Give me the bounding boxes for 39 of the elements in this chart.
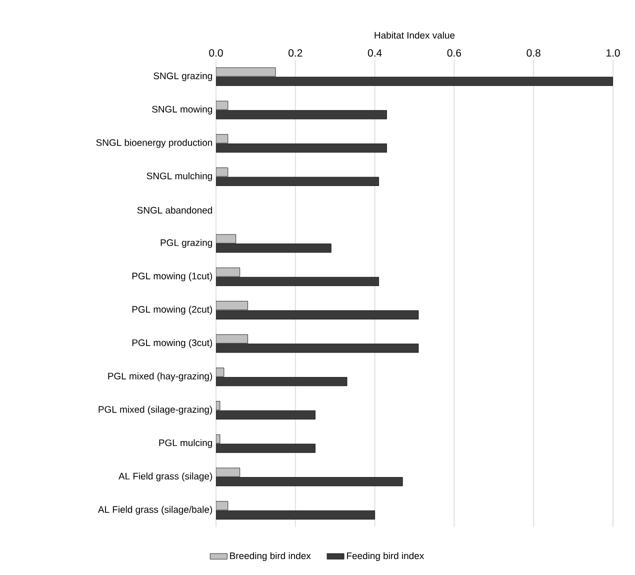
bar [216,334,248,344]
y-tick-label: AL Field grass (silage) [118,472,212,482]
bar [216,276,379,286]
y-tick-label: PGL mowing (2cut) [132,306,212,315]
bar [216,144,387,153]
y-tick-label: PGL mulcing [159,439,212,448]
bar [216,244,332,253]
bar [216,300,248,310]
x-tick-label: 0.6 [447,49,462,57]
x-tick-label: 0.8 [526,49,540,57]
y-tick-label: PGL grazing [160,239,212,248]
bar [216,344,419,353]
y-tick-label: SNGL mulching [146,172,212,182]
y-tick-label: PGL mixed (hay-grazing) [108,372,212,382]
bar [216,76,614,86]
bar [216,510,375,520]
x-tick-label: 1.0 [606,49,620,57]
x-tick-label: 0.0 [209,49,223,57]
bar [216,176,379,186]
y-tick-label: PGL mixed (silage-grazing) [98,406,212,415]
bar [216,377,348,386]
bar [216,477,403,486]
bar [216,67,276,77]
y-tick-label: SNGL mowing [152,106,212,114]
x-tick-label: 0.2 [288,49,302,57]
legend-label: Breeding bird index [230,552,311,562]
y-tick-label: AL Field grass (silage/bale) [98,506,212,515]
bar [216,410,316,420]
y-tick-label: PGL mowing (1cut) [132,272,212,282]
x-axis-title: Habitat Index value [374,32,455,39]
y-tick-label: SNGL abandoned [137,206,212,214]
x-tick-label: 0.4 [368,49,382,57]
bar [216,110,387,120]
y-tick-label: SNGL grazing [154,72,212,82]
bar [216,310,419,320]
legend-label: Feeding bird index [347,552,424,562]
y-tick-label: SNGL bioenergy production [96,138,212,148]
y-tick-label: PGL mowing (3cut) [132,339,212,348]
bar [216,444,316,453]
